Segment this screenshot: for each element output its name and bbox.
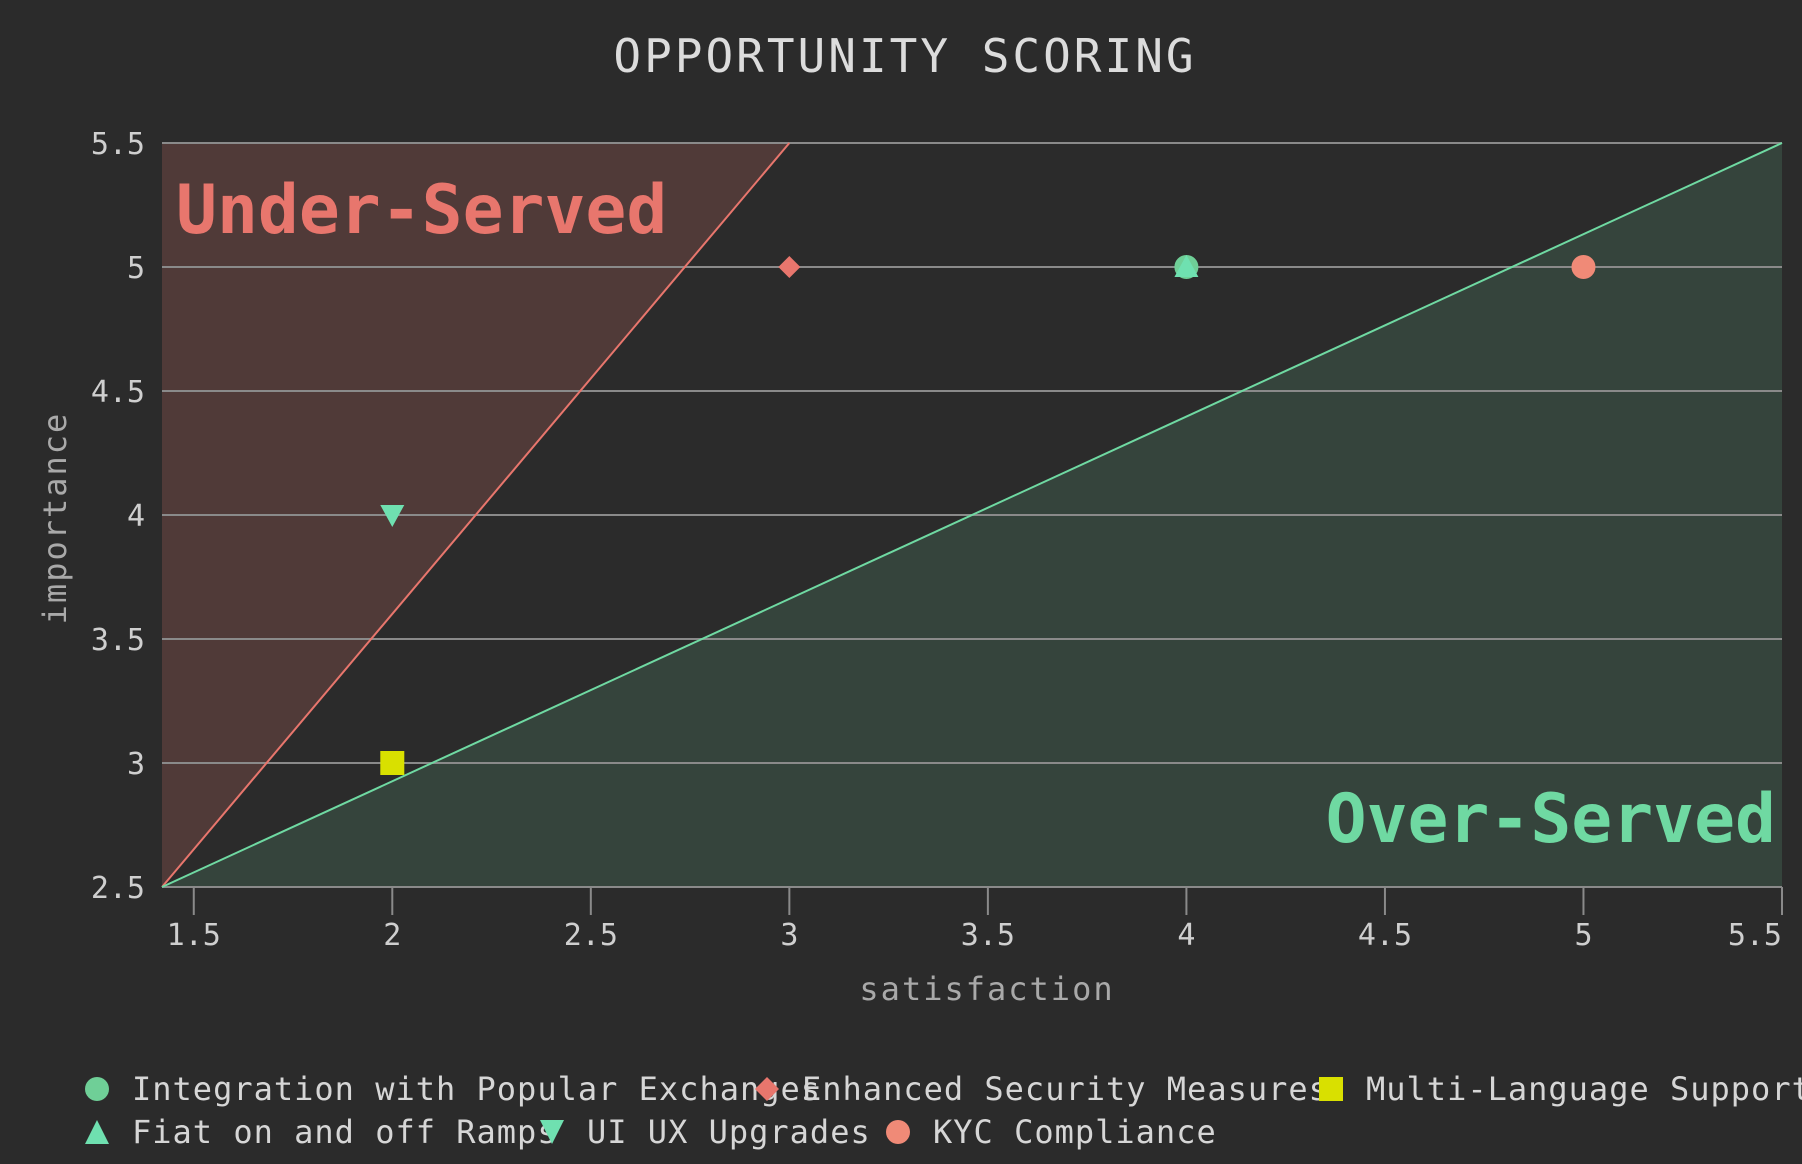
under-served-line — [161, 142, 791, 888]
under-served-label: Under-Served — [176, 171, 667, 250]
diagonal-lines — [161, 142, 1783, 888]
x-tick-label: 4 — [1177, 918, 1195, 953]
y-tick-label: 4 — [127, 499, 145, 534]
over-served-line — [161, 142, 1783, 888]
x-tick-label: 3 — [780, 918, 798, 953]
y-tick-label: 4.5 — [91, 375, 145, 410]
over-served-label: Over-Served — [1326, 780, 1776, 859]
grid-layer — [162, 142, 1783, 915]
y-axis-label: importance — [36, 412, 74, 625]
data-point — [380, 751, 405, 775]
x-tick-label: 4.5 — [1358, 918, 1412, 953]
data-point — [1174, 255, 1199, 277]
data-point — [1571, 255, 1596, 279]
x-tick-label: 2 — [383, 918, 401, 953]
x-axis-label: satisfaction — [859, 970, 1114, 1008]
y-tick-label: 5.5 — [91, 127, 145, 162]
x-tick-label: 1.5 — [167, 918, 221, 953]
x-tick-label: 5 — [1574, 918, 1592, 953]
data-points — [380, 255, 1596, 775]
y-tick-label: 3.5 — [91, 623, 145, 658]
y-tick-labels: 2.5 3 3.5 4 4.5 5 5.5 — [91, 127, 145, 906]
x-tick-label: 3.5 — [961, 918, 1015, 953]
chart-title: OPPORTUNITY SCORING — [613, 29, 1196, 83]
y-tick-label: 3 — [127, 747, 145, 782]
data-point — [380, 505, 405, 527]
x-tick-label: 5.5 — [1728, 918, 1782, 953]
y-tick-label: 5 — [127, 251, 145, 286]
y-tick-label: 2.5 — [91, 871, 145, 906]
x-tick-labels: 1.5 2 2.5 3 3.5 4 4.5 5 5.5 — [167, 918, 1782, 953]
data-point — [778, 256, 801, 278]
x-tick-label: 2.5 — [564, 918, 618, 953]
